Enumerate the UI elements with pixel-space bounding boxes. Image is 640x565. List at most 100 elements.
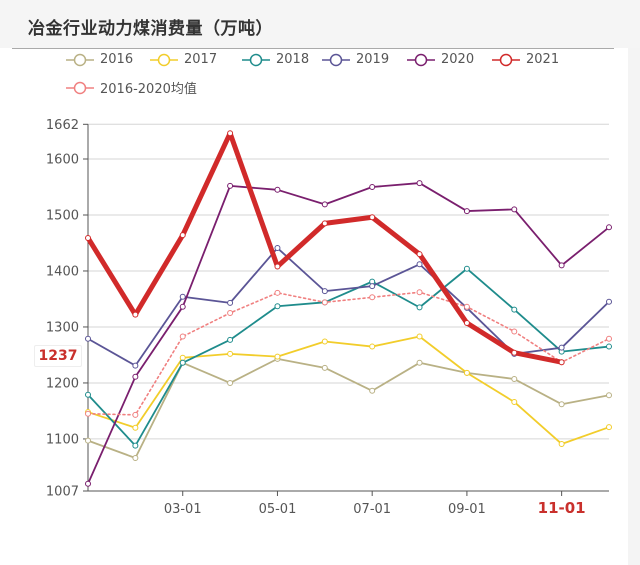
- legend-label: 2019: [356, 52, 390, 67]
- data-point[interactable]: [463, 320, 470, 327]
- data-point[interactable]: [463, 265, 470, 272]
- x-tick-label: 03-01: [164, 502, 202, 517]
- data-point[interactable]: [132, 442, 139, 449]
- data-point[interactable]: [321, 364, 328, 371]
- series-line: [87, 335, 610, 445]
- data-point[interactable]: [179, 303, 186, 310]
- data-point[interactable]: [227, 350, 234, 357]
- data-point[interactable]: [321, 299, 328, 306]
- data-point[interactable]: [606, 224, 612, 231]
- data-point[interactable]: [416, 289, 423, 296]
- data-point[interactable]: [274, 303, 281, 310]
- data-point[interactable]: [369, 343, 376, 350]
- data-point[interactable]: [369, 294, 376, 301]
- data-point[interactable]: [511, 349, 518, 356]
- series-2017: [85, 333, 612, 447]
- data-point[interactable]: [85, 410, 91, 417]
- data-point[interactable]: [511, 328, 518, 335]
- legend-circle-icon: [322, 53, 350, 66]
- series-2018: [85, 265, 612, 449]
- data-point[interactable]: [369, 283, 376, 290]
- data-point[interactable]: [321, 220, 328, 227]
- y-tick-label: 1007: [46, 485, 79, 500]
- data-point[interactable]: [416, 251, 423, 258]
- data-point[interactable]: [179, 293, 186, 300]
- data-point[interactable]: [416, 333, 423, 340]
- data-point[interactable]: [274, 353, 281, 360]
- data-point[interactable]: [132, 411, 139, 418]
- data-point[interactable]: [558, 344, 565, 351]
- data-point[interactable]: [321, 288, 328, 295]
- data-point[interactable]: [85, 335, 91, 342]
- data-point[interactable]: [227, 379, 234, 386]
- y-tick-label: 1400: [46, 264, 79, 279]
- data-point[interactable]: [132, 424, 139, 431]
- y-tick-label: 1500: [46, 208, 79, 223]
- data-point[interactable]: [85, 437, 91, 444]
- data-point[interactable]: [463, 303, 470, 310]
- data-point[interactable]: [606, 343, 612, 350]
- data-point[interactable]: [227, 336, 234, 343]
- data-point[interactable]: [416, 261, 423, 268]
- data-point[interactable]: [558, 262, 565, 269]
- data-point[interactable]: [511, 398, 518, 405]
- legend-item-2018[interactable]: 2018: [242, 52, 309, 67]
- data-point[interactable]: [274, 245, 281, 252]
- series-line: [87, 267, 610, 447]
- data-point[interactable]: [132, 362, 139, 369]
- x-tick-label: 07-01: [353, 502, 391, 517]
- legend-item-2016[interactable]: 2016: [66, 52, 133, 67]
- data-point[interactable]: [321, 201, 328, 208]
- data-point[interactable]: [369, 387, 376, 394]
- data-point[interactable]: [227, 299, 234, 306]
- data-point[interactable]: [274, 186, 281, 193]
- x-tick-label: 09-01: [448, 502, 486, 517]
- data-point[interactable]: [606, 392, 612, 399]
- data-point[interactable]: [321, 338, 328, 345]
- legend-item-2017[interactable]: 2017: [150, 52, 217, 67]
- data-point[interactable]: [85, 234, 91, 241]
- data-point[interactable]: [227, 182, 234, 189]
- data-point[interactable]: [369, 184, 376, 191]
- series-line: [85, 130, 565, 365]
- data-point[interactable]: [132, 373, 139, 380]
- data-point[interactable]: [179, 333, 186, 340]
- data-point[interactable]: [606, 298, 612, 305]
- series-2016: [85, 355, 612, 461]
- data-point[interactable]: [463, 369, 470, 376]
- data-point[interactable]: [558, 401, 565, 408]
- data-point[interactable]: [227, 309, 234, 316]
- data-point[interactable]: [85, 391, 91, 398]
- data-point[interactable]: [606, 335, 612, 342]
- data-point[interactable]: [511, 376, 518, 383]
- data-point[interactable]: [558, 440, 565, 447]
- data-point[interactable]: [132, 311, 139, 318]
- data-point[interactable]: [179, 359, 186, 366]
- data-point[interactable]: [274, 263, 281, 270]
- data-point[interactable]: [606, 424, 612, 431]
- legend-item-2021[interactable]: 2021: [492, 52, 559, 67]
- data-point[interactable]: [227, 130, 234, 137]
- data-point[interactable]: [416, 304, 423, 311]
- data-point[interactable]: [558, 359, 565, 366]
- x-axis-pointer-label: 11-01: [538, 499, 586, 517]
- data-point[interactable]: [132, 454, 139, 461]
- data-point[interactable]: [416, 180, 423, 187]
- data-point[interactable]: [463, 208, 470, 215]
- data-point[interactable]: [85, 480, 91, 487]
- data-point[interactable]: [179, 232, 186, 239]
- data-point[interactable]: [274, 289, 281, 296]
- legend-item-2019[interactable]: 2019: [322, 52, 389, 67]
- series-line: [87, 357, 610, 459]
- legend-item-2020[interactable]: 2020: [407, 52, 474, 67]
- data-point[interactable]: [179, 354, 186, 361]
- data-point[interactable]: [511, 306, 518, 313]
- legend-circle-icon: [66, 53, 94, 66]
- y-tick-label: 1100: [46, 432, 79, 447]
- data-point[interactable]: [511, 206, 518, 213]
- data-point[interactable]: [416, 359, 423, 366]
- data-point[interactable]: [369, 214, 376, 221]
- legend-item-2016-2020均值[interactable]: 2016-2020均值: [66, 78, 197, 97]
- legend-circle-icon: [150, 53, 178, 66]
